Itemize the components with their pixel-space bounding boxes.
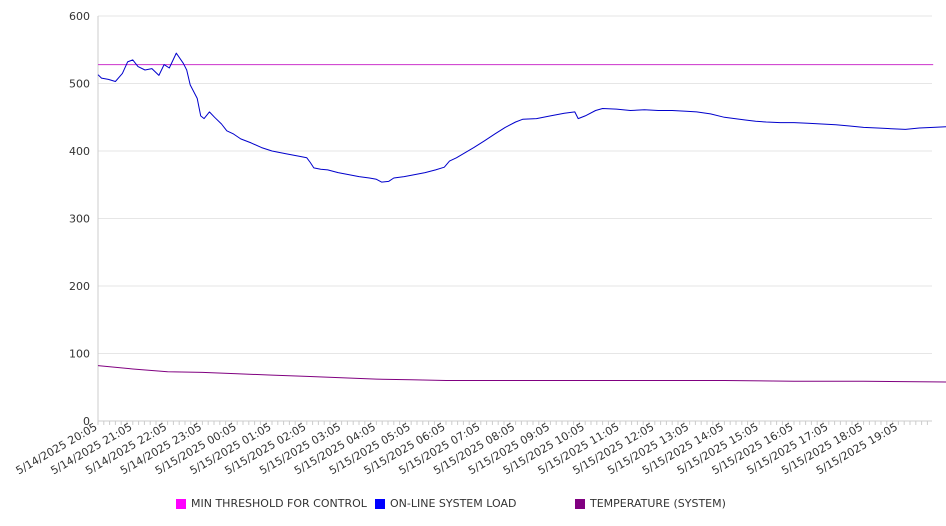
y-tick-label-3: 300 [69, 213, 90, 226]
y-tick-label-1: 100 [69, 348, 90, 361]
series-lines [97, 52, 946, 383]
legend-swatch-threshold [176, 498, 186, 509]
axes [97, 16, 932, 425]
legend-label-temperature: TEMPERATURE (SYSTEM) [590, 497, 726, 510]
series-line-2 [97, 365, 946, 383]
y-tick-label-2: 200 [69, 280, 90, 293]
y-axis-ticks: 0 100 200 300 400 500 600 [69, 10, 90, 428]
legend-item-temperature[interactable]: TEMPERATURE (SYSTEM) [575, 497, 726, 510]
legend-item-system-load[interactable]: ON-LINE SYSTEM LOAD [375, 497, 516, 510]
legend-label-threshold: MIN THRESHOLD FOR CONTROL [191, 497, 367, 510]
legend-item-threshold[interactable]: MIN THRESHOLD FOR CONTROL [176, 497, 367, 510]
x-minor-ticks [97, 421, 928, 425]
x-axis-ticks: 5/14/2025 20:055/14/2025 21:055/14/2025 … [14, 420, 900, 477]
legend: MIN THRESHOLD FOR CONTROL ON-LINE SYSTEM… [0, 497, 946, 515]
legend-swatch-system-load [375, 498, 385, 509]
y-tick-label-0: 0 [83, 415, 90, 428]
grid-lines [98, 15, 932, 354]
y-tick-label-4: 400 [69, 145, 90, 158]
y-tick-label-5: 500 [69, 78, 90, 91]
legend-swatch-temperature [575, 498, 585, 509]
y-tick-label-6: 600 [69, 10, 90, 23]
series-line-1 [97, 52, 946, 183]
legend-label-system-load: ON-LINE SYSTEM LOAD [390, 497, 517, 510]
